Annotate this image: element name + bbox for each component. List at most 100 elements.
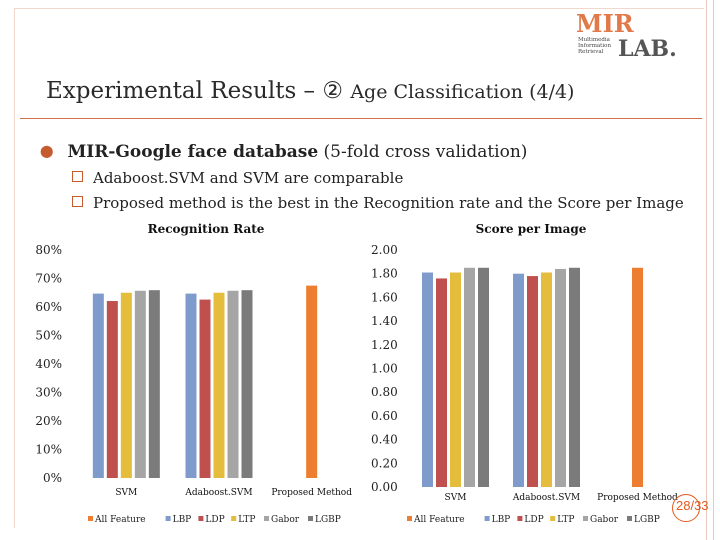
legend-label: LGBP <box>315 515 341 525</box>
y-tick-label: 60% <box>35 300 62 314</box>
bar-lbp <box>92 293 104 478</box>
logo-text-bottom: LAB. <box>618 36 677 58</box>
legend-swatch-ldp <box>517 516 523 521</box>
x-category-label: Adaboost.SVM <box>184 488 252 498</box>
y-tick-label: 1.40 <box>371 314 398 328</box>
x-category-label: Adaboost.SVM <box>512 493 580 503</box>
bar-lbp <box>185 293 197 478</box>
legend-label: LTP <box>557 515 574 525</box>
y-tick-label: 1.00 <box>371 362 398 376</box>
sub-bullet-2: Proposed method is the best in the Recog… <box>72 194 684 212</box>
y-tick-label: 30% <box>35 386 62 400</box>
legend-swatch-lbp <box>484 516 490 521</box>
bar-ldp <box>199 299 211 478</box>
legend-swatch-all-feature <box>407 516 412 521</box>
main-bullet: ⬤ MIR-Google face database (5-fold cross … <box>40 142 527 162</box>
y-tick-label: 10% <box>35 443 62 457</box>
main-bullet-bold: MIR-Google face database <box>67 142 319 162</box>
bar-ltp <box>541 272 552 487</box>
bar-ldp <box>436 278 447 487</box>
y-tick-label: 1.60 <box>371 290 398 304</box>
bar-ltp <box>450 272 461 487</box>
bar-gabor <box>464 267 475 487</box>
recognition-rate-chart: Recognition Rate 0% 10% 20% 30% 40% 50% 60% 70% 8… <box>35 222 352 525</box>
bar-lbp <box>422 272 433 487</box>
legend-swatch-gabor <box>583 516 588 521</box>
frame-right-band <box>706 0 714 540</box>
x-category-label: SVM <box>445 493 467 503</box>
bar-all-feature <box>632 267 643 487</box>
score-per-image-chart: Score per Image 0.00 0.20 0.40 0.60 0.80 1.00 1… <box>371 222 678 525</box>
x-category-label: Proposed Method <box>597 493 678 503</box>
y-tick-label: 0.00 <box>371 480 398 494</box>
y-tick-label: 1.20 <box>371 338 398 352</box>
legend-label: LBP <box>173 515 192 525</box>
y-tick-label: 0.40 <box>371 433 398 447</box>
legend-label: All Feature <box>94 515 146 525</box>
mir-lab-logo: MIR Multimedia Information Retrieval LAB… <box>576 10 677 58</box>
legend-label: LDP <box>205 515 224 525</box>
legend-label: LTP <box>238 515 255 525</box>
logo-line-2: Information <box>578 43 611 49</box>
legend-swatch-ltp <box>550 516 556 521</box>
y-tick-label: 0.80 <box>371 385 398 399</box>
bullet-dot-icon: ⬤ <box>40 144 54 158</box>
legend-swatch-gabor <box>264 516 269 521</box>
bar-lgbp <box>569 267 580 487</box>
legend-label: LDP <box>524 515 543 525</box>
y-tick-label: 0.60 <box>371 409 398 423</box>
legend-swatch-all-feature <box>88 516 93 521</box>
bar-ltp <box>213 292 225 478</box>
bar-all-feature <box>306 285 318 478</box>
sub-bullet-1: Adaboost.SVM and SVM are comparable <box>72 169 403 187</box>
title-rule <box>20 118 702 119</box>
legend-swatch-lbp <box>165 516 171 521</box>
y-tick-label: 2.00 <box>371 243 398 257</box>
legend-label: Gabor <box>271 515 300 525</box>
sub-bullet-2-text: Proposed method is the best in the Recog… <box>93 194 684 212</box>
legend-swatch-lgbp <box>308 516 313 521</box>
main-bullet-rest: (5-fold cross validation) <box>318 142 528 162</box>
square-bullet-icon <box>72 196 83 207</box>
x-category-label: Proposed Method <box>271 488 352 498</box>
bar-lgbp <box>148 290 160 478</box>
y-tick-label: 1.80 <box>371 267 398 281</box>
page-badge-circle <box>672 494 700 522</box>
bar-gabor <box>134 290 146 478</box>
sub-bullet-1-text: Adaboost.SVM and SVM are comparable <box>93 169 404 187</box>
page-number-badge: 28/33 <box>672 494 709 522</box>
logo-text-top: MIR <box>576 10 635 38</box>
legend-label: Gabor <box>590 515 619 525</box>
logo-line-1: Multimedia <box>578 37 611 43</box>
chart-title: Score per Image <box>476 222 587 236</box>
slide-title: Experimental Results – ② Age Classificat… <box>46 78 574 104</box>
bar-ldp <box>106 301 118 478</box>
slide-title-main: Experimental Results – ② <box>46 78 351 104</box>
logo-line-3: Retrieval <box>578 49 604 55</box>
y-tick-label: 70% <box>35 272 62 286</box>
y-tick-label: 0.20 <box>371 456 398 470</box>
y-tick-label: 50% <box>35 329 62 343</box>
bar-lbp <box>513 273 524 487</box>
legend-label: LBP <box>492 515 511 525</box>
y-tick-label: 20% <box>35 414 62 428</box>
frame-left-line <box>14 8 15 528</box>
legend-label: All Feature <box>413 515 465 525</box>
legend-swatch-ltp <box>231 516 237 521</box>
y-tick-label: 80% <box>35 243 62 257</box>
slide-title-sub: Age Classification (4/4) <box>350 81 575 103</box>
square-bullet-icon <box>72 171 83 182</box>
legend-swatch-lgbp <box>627 516 632 521</box>
bar-gabor <box>227 290 239 478</box>
frame-top-line <box>14 8 704 9</box>
bar-lgbp <box>478 267 489 487</box>
bar-lgbp <box>241 290 253 478</box>
y-tick-label: 40% <box>35 357 62 371</box>
bar-ltp <box>120 292 132 478</box>
legend-label: LGBP <box>634 515 660 525</box>
chart-title: Recognition Rate <box>148 222 265 236</box>
legend-swatch-ldp <box>198 516 204 521</box>
bar-ldp <box>527 276 538 487</box>
bar-gabor <box>555 268 566 487</box>
y-tick-label: 0% <box>43 471 62 485</box>
